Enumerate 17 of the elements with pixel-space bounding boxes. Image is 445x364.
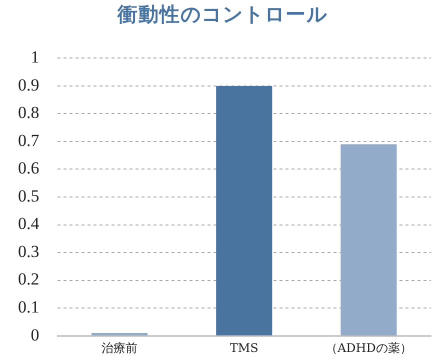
y-tick-label: 0.9 bbox=[18, 75, 40, 94]
x-tick-label: （ADHDの薬） bbox=[326, 341, 412, 356]
y-tick-label: 0.1 bbox=[18, 298, 40, 317]
bar bbox=[340, 144, 397, 336]
x-tick-label: 治療前 bbox=[102, 341, 138, 356]
y-tick-label: 1 bbox=[30, 48, 40, 67]
y-tick-label: 0.2 bbox=[18, 270, 40, 289]
y-tick-label: 0.7 bbox=[18, 130, 40, 150]
bar bbox=[216, 86, 272, 336]
y-tick-label: 0 bbox=[30, 325, 40, 344]
y-tick-label: 0.3 bbox=[18, 242, 40, 261]
chart-title: 衝動性のコントロール bbox=[116, 1, 328, 28]
x-tick-label: TMS bbox=[230, 341, 258, 356]
y-tick-label: 0.5 bbox=[18, 186, 40, 206]
y-tick-label: 0.4 bbox=[18, 214, 40, 234]
y-tick-label: 0.8 bbox=[18, 103, 40, 122]
y-tick-label: 0.6 bbox=[18, 158, 40, 178]
